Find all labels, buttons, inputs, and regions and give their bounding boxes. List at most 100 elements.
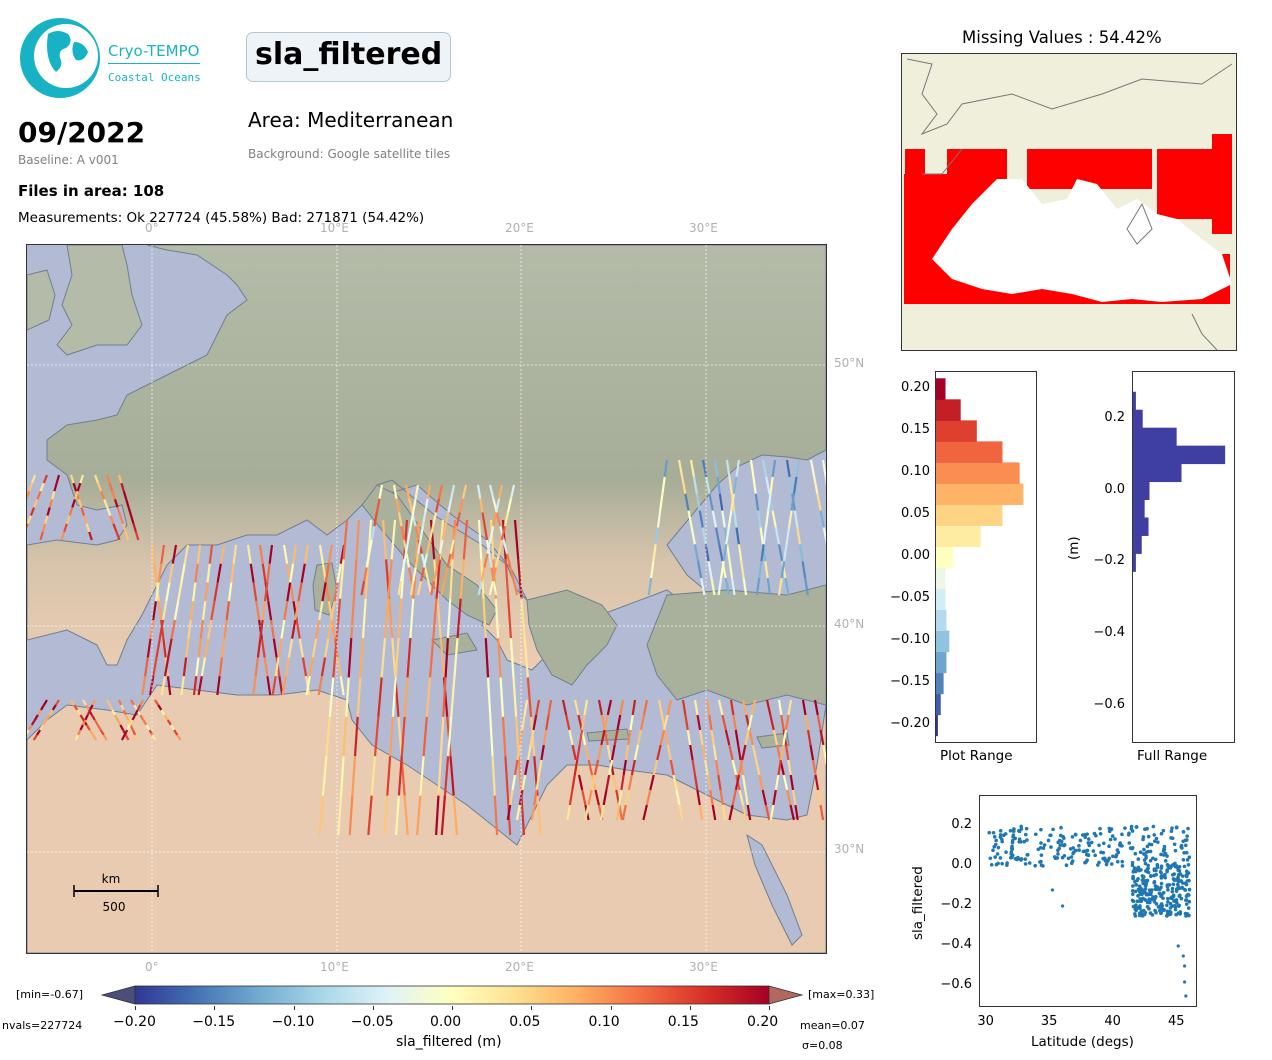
- track-segment: [120, 734, 126, 741]
- scatter-point: [1110, 834, 1115, 838]
- track-segment: [766, 577, 772, 596]
- track-segment: [491, 756, 496, 796]
- track-segment: [428, 526, 435, 541]
- track-segment: [324, 563, 330, 583]
- scatter-point: [1144, 854, 1148, 858]
- track-segment: [738, 789, 745, 806]
- scatter-point: [1041, 846, 1046, 850]
- track-segment: [157, 563, 163, 583]
- track-segment: [804, 714, 810, 731]
- track-segment: [622, 759, 628, 776]
- track-segment: [713, 459, 719, 478]
- scatter-point: [1025, 853, 1030, 857]
- track-segment: [180, 563, 186, 583]
- track-segment: [494, 598, 500, 639]
- scatter-point: [1170, 826, 1174, 831]
- track-segment: [730, 493, 735, 511]
- track-segment: [581, 714, 586, 731]
- track-segment: [336, 563, 342, 583]
- scatter-point: [998, 833, 1003, 837]
- scatter-point: [1154, 901, 1159, 906]
- scatter-point: [1091, 849, 1096, 853]
- track-segment: [729, 699, 735, 716]
- track-segment: [166, 676, 172, 696]
- track-segment: [51, 704, 57, 711]
- track-segment: [787, 510, 793, 528]
- track-segment: [689, 459, 696, 478]
- hist-plot-ytick-2: 0.10: [901, 463, 930, 479]
- track-segment: [769, 714, 775, 731]
- track-segment: [440, 795, 447, 836]
- track-segment: [195, 657, 200, 677]
- track-segment: [203, 638, 210, 658]
- track-segment: [780, 714, 785, 731]
- track-segment: [801, 699, 807, 716]
- track-segment: [444, 512, 450, 527]
- track-segment: [167, 638, 173, 658]
- track-segment: [500, 526, 506, 541]
- track-segment: [128, 719, 134, 726]
- track-segment: [300, 563, 306, 583]
- track-segment: [370, 756, 377, 796]
- lat-tick-0: 50°N: [834, 356, 865, 370]
- scatter-point: [1154, 836, 1159, 841]
- track-segment: [103, 498, 109, 508]
- scatter-point: [1038, 860, 1042, 864]
- scatter-point: [1123, 826, 1127, 830]
- track-segment: [777, 699, 783, 716]
- lon-tick-top-1: 10°E: [320, 221, 349, 235]
- scatter-xtick-0: 30: [977, 1014, 994, 1029]
- track-segment: [759, 527, 765, 545]
- track-segment: [689, 744, 694, 761]
- track-segment: [750, 699, 757, 716]
- track-segment: [200, 657, 207, 677]
- track-segment: [767, 493, 772, 511]
- colorbar-tick-1: −0.15: [192, 1014, 236, 1030]
- track-segment: [733, 510, 738, 528]
- track-segment: [645, 789, 652, 806]
- track-segment: [145, 724, 151, 731]
- track-segment: [419, 756, 425, 796]
- track-segment: [192, 676, 198, 696]
- scatter-outlier: [1182, 964, 1187, 968]
- track-segment: [70, 699, 76, 706]
- track-segment: [755, 759, 761, 776]
- track-segment: [509, 638, 515, 678]
- track-segment: [666, 699, 673, 716]
- track-segment: [728, 561, 734, 579]
- track-segment: [152, 601, 157, 621]
- track-segment: [360, 581, 366, 596]
- scatter-point: [1141, 875, 1146, 879]
- track-segment: [605, 774, 611, 791]
- scatter-outlier: [1184, 994, 1188, 998]
- scatter-point: [993, 842, 998, 847]
- track-segment: [656, 744, 662, 761]
- scatter-point: [1089, 840, 1094, 845]
- scatter-point: [1042, 843, 1047, 847]
- track-segment: [321, 756, 328, 796]
- scatter-point: [1046, 838, 1051, 843]
- track-segment: [606, 699, 613, 716]
- track-segment: [232, 544, 238, 564]
- track-segment: [33, 498, 39, 508]
- track-segment: [446, 716, 453, 757]
- track-segment: [627, 774, 633, 791]
- track-segment: [696, 789, 701, 806]
- scatter-outlier: [1176, 944, 1180, 948]
- track-segment: [324, 582, 330, 602]
- track-segment: [155, 638, 161, 658]
- scatter-point: [1085, 852, 1089, 857]
- track-segment: [714, 759, 720, 776]
- track-segment: [536, 795, 542, 836]
- track-segment: [449, 539, 455, 554]
- track-segment: [189, 601, 195, 621]
- track-segment: [705, 476, 711, 494]
- track-segment: [774, 774, 780, 791]
- track-segment: [387, 559, 393, 599]
- track-segment: [526, 677, 533, 717]
- scatter-point: [1059, 825, 1063, 830]
- scatter-point: [1176, 877, 1181, 881]
- track-segment: [106, 699, 111, 706]
- scatter-point: [1165, 885, 1170, 889]
- scatter-point: [1163, 859, 1168, 863]
